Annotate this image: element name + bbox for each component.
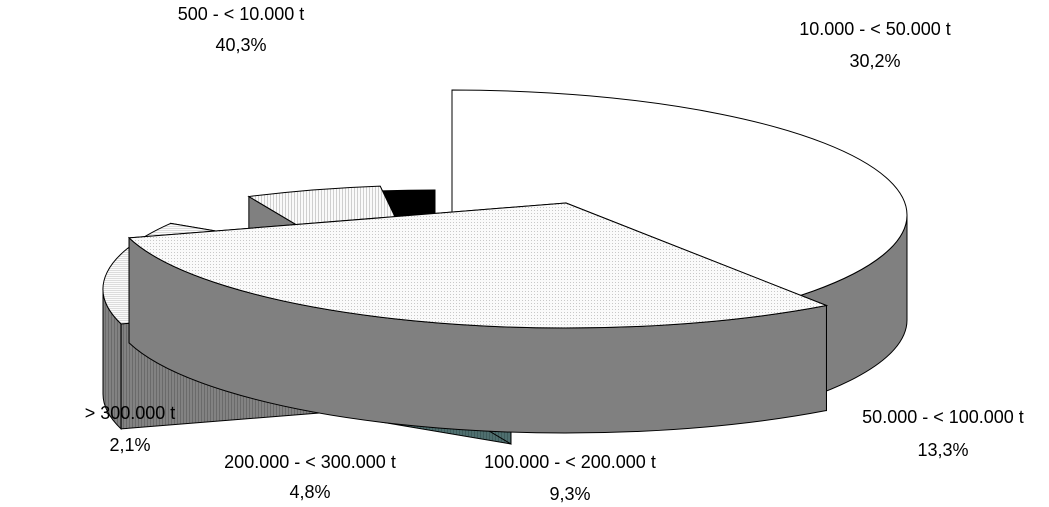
slice-value-label: 9,3% <box>549 484 590 504</box>
slice-value-label: 30,2% <box>849 51 900 71</box>
slice-label: 200.000 - < 300.000 t <box>224 452 396 472</box>
slice-label: 10.000 - < 50.000 t <box>799 19 951 39</box>
pie-slice <box>127 202 829 434</box>
slice-label: 500 - < 10.000 t <box>178 4 305 24</box>
slice-value-label: 13,3% <box>917 440 968 460</box>
pie-slice-top <box>451 89 908 319</box>
slice-label: 100.000 - < 200.000 t <box>484 452 656 472</box>
pie-slices <box>102 89 908 445</box>
slice-label: 50.000 - < 100.000 t <box>862 407 1024 427</box>
pie-labels: 500 - < 10.000 t 40,3% 10.000 - < 50.000 t… <box>85 4 1024 504</box>
slice-label: > 300.000 t <box>85 403 176 423</box>
pie-slice-top <box>127 202 829 329</box>
slice-value-label: 2,1% <box>109 435 150 455</box>
slice-value-label: 4,8% <box>289 482 330 502</box>
slice-value-label: 40,3% <box>215 35 266 55</box>
